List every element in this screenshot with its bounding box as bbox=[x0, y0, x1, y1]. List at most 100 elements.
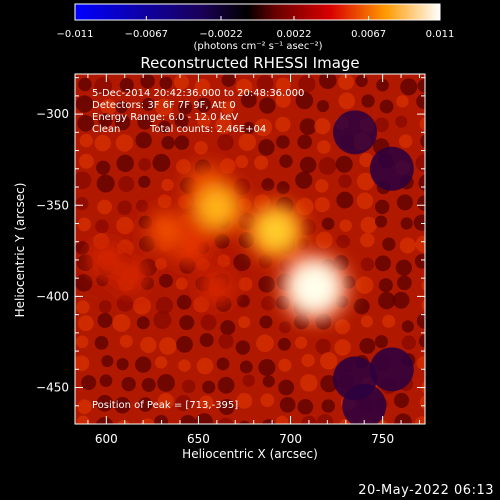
heatmap-mottle-cell bbox=[353, 298, 370, 315]
heatmap-mottle-cell bbox=[393, 392, 410, 408]
heatmap-mottle-cell bbox=[262, 375, 275, 388]
heatmap-mottle-cell bbox=[155, 296, 174, 314]
heatmap-mottle-cell bbox=[174, 114, 189, 129]
heatmap-mottle-cell bbox=[258, 358, 276, 376]
heatmap-mottle-cell bbox=[154, 414, 169, 424]
heatmap-plot-area: 5-Dec-2014 20:42:36.000 to 20:48:36.000 … bbox=[75, 74, 425, 424]
heatmap-mottle-cell bbox=[117, 200, 132, 215]
heatmap-mottle-cell bbox=[379, 99, 394, 114]
axes: 600 650 700 750 −300 −350 −400 −450 bbox=[36, 74, 425, 446]
annotation-peak: Position of Peak = [713,-395] bbox=[92, 400, 238, 411]
heatmap-mottle-cell bbox=[414, 254, 425, 269]
heatmap-mottle-cell bbox=[196, 97, 212, 113]
heatmap-mottle-cell bbox=[94, 134, 111, 152]
heatmap-mottle-cell bbox=[279, 396, 296, 413]
heatmap-mottle-cell bbox=[96, 395, 114, 412]
heatmap-mottle-cell bbox=[81, 375, 97, 391]
heatmap-mottle-cell bbox=[415, 235, 425, 253]
heatmap-mottle-cell bbox=[154, 356, 168, 369]
heatmap-mottle-cell bbox=[275, 116, 291, 132]
heatmap-mottle-cell bbox=[114, 114, 131, 131]
heatmap-mottle-cell bbox=[94, 335, 109, 350]
heatmap-mottle-cell bbox=[140, 418, 155, 424]
heatmap-mottle-cell bbox=[300, 374, 318, 392]
heatmap-mottle-cell bbox=[401, 335, 417, 350]
heatmap-mottle-cell bbox=[214, 233, 230, 249]
heatmap-mottle-cell bbox=[218, 399, 235, 415]
heatmap-mottle-cell bbox=[258, 275, 275, 293]
heatmap-mottle-cell bbox=[176, 336, 193, 353]
heatmap-mottle-cell bbox=[295, 171, 313, 189]
heatmap-mottle-cell bbox=[158, 120, 171, 134]
colorbar bbox=[74, 3, 441, 21]
heatmap-mottle-cell bbox=[116, 154, 134, 173]
x-axis-tick-label: 750 bbox=[371, 432, 394, 446]
heatmap-mottle-cell bbox=[335, 155, 353, 173]
heatmap-mottle-cell bbox=[235, 340, 251, 355]
heatmap-mottle-cell bbox=[236, 392, 253, 409]
heatmap-mottle-cell bbox=[415, 154, 425, 173]
heatmap-mottle-cell bbox=[175, 277, 189, 290]
heatmap-mottle-cell bbox=[75, 274, 93, 292]
heatmap-mottle-cell bbox=[336, 234, 351, 249]
colorbar-ticks: −0.011 −0.0067 −0.0022 0.0022 0.0067 0.011 bbox=[56, 16, 454, 40]
heatmap-mottle-cell bbox=[195, 413, 213, 424]
heatmap-mottle-cell bbox=[199, 395, 214, 410]
heatmap-mottle-cell bbox=[417, 79, 425, 93]
heatmap-mottle-cell bbox=[296, 197, 314, 216]
heatmap-mottle-cell bbox=[78, 77, 92, 92]
heatmap-mottle-cell bbox=[95, 219, 109, 234]
heatmap-mottle-cell bbox=[97, 199, 113, 215]
heatmap-mottle-cell bbox=[159, 337, 177, 355]
heatmap-mottle-cell bbox=[315, 231, 333, 249]
heatmap-mottle-cell bbox=[75, 95, 94, 113]
y-axis-tick-label: −400 bbox=[36, 289, 69, 303]
heatmap-mottle-cell bbox=[179, 414, 197, 424]
annotation-energy: Energy Range: 6.0 - 12.0 keV bbox=[92, 112, 238, 123]
heatmap-mottle-cell bbox=[301, 353, 315, 368]
heatmap-mottle-cell bbox=[338, 92, 356, 110]
heatmap-mottle-cell bbox=[418, 334, 425, 348]
heatmap-mottle-cell bbox=[315, 179, 329, 193]
heatmap-mottle-cell bbox=[276, 135, 290, 149]
heatmap-mottle-cell bbox=[217, 134, 234, 151]
heatmap-negative-region bbox=[369, 347, 414, 392]
x-axis-tick-label: 650 bbox=[187, 432, 210, 446]
heatmap-mottle-cell bbox=[100, 98, 117, 115]
heatmap-mottle-cell bbox=[175, 395, 192, 412]
heatmap-negative-region bbox=[333, 110, 377, 155]
heatmap-mottle-cell bbox=[382, 237, 396, 251]
heatmap-mottle-cell bbox=[114, 397, 131, 414]
heatmap-mottle-cell bbox=[397, 275, 412, 291]
heatmap-mottle-cell bbox=[235, 155, 249, 169]
heatmap-mottle-cell bbox=[138, 175, 151, 188]
heatmap-mottle-cell bbox=[375, 255, 391, 272]
heatmap-mottle-cell bbox=[217, 417, 234, 424]
heatmap-mottle-cell bbox=[215, 117, 233, 135]
heatmap-mottle-cell bbox=[161, 178, 174, 192]
heatmap-mottle-cell bbox=[259, 97, 276, 114]
heatmap-mottle-cell bbox=[396, 95, 409, 108]
heatmap-mottle-cell bbox=[77, 114, 95, 132]
heatmap-mottle-cell bbox=[112, 313, 131, 332]
heatmap-mottle-cell bbox=[141, 377, 156, 392]
heatmap-mottle-cell bbox=[141, 98, 155, 112]
heatmap-mottle-cell bbox=[96, 417, 114, 424]
heatmap-mottle-cell bbox=[260, 393, 275, 408]
heatmap-mottle-cell bbox=[359, 152, 374, 168]
heatmap-mottle-cell bbox=[374, 117, 389, 133]
heatmap-mottle-cell bbox=[374, 335, 388, 349]
heatmap-mottle-cell bbox=[295, 336, 308, 349]
heatmap-mottle-cell bbox=[279, 321, 292, 334]
colorbar-tick-label: 0.011 bbox=[426, 29, 455, 40]
heatmap-mottle-cell bbox=[157, 194, 172, 209]
heatmap-mottle-cell bbox=[416, 356, 425, 371]
heatmap-mottle-cell bbox=[221, 74, 236, 87]
heatmap-mottle-cell bbox=[155, 98, 173, 117]
heatmap-mottle-cell bbox=[159, 76, 173, 90]
heatmap-mottle-cell bbox=[314, 197, 330, 213]
colorbar-tick-label: −0.0067 bbox=[125, 29, 168, 40]
heatmap-mottle bbox=[75, 74, 425, 424]
heatmap-mottle-cell bbox=[77, 315, 94, 332]
heatmap-mottle-cell bbox=[138, 158, 151, 171]
